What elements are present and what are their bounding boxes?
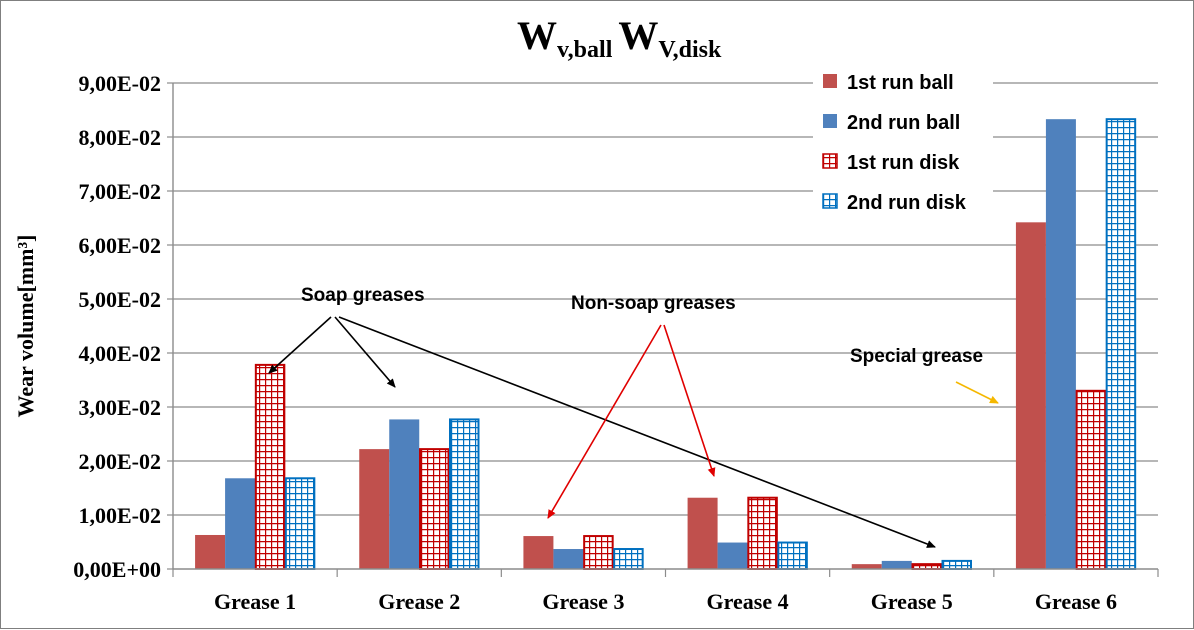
x-tick-label: Grease 3	[542, 589, 624, 614]
bar-2nd-run-disk-grease-1	[284, 477, 316, 570]
y-tick-label: 4,00E-02	[79, 341, 162, 366]
arrow-soap-to-grease-5	[338, 316, 936, 548]
y-tick-label: 7,00E-02	[79, 179, 162, 204]
title-sub-2: V,disk	[658, 37, 722, 63]
y-tick-label: 2,00E-02	[79, 449, 162, 474]
y-tick-label: 9,00E-02	[79, 71, 162, 96]
title-main-2: W	[618, 13, 658, 58]
y-tick-label: 3,00E-02	[79, 395, 162, 420]
y-axis-label: Wear volume[mm³]	[13, 235, 38, 418]
bar-1st-run-disk-grease-6	[1075, 389, 1107, 570]
bars	[195, 118, 1137, 571]
bar-1st-run-ball-grease-1	[195, 534, 226, 569]
arrow-soap-to-grease-1	[268, 316, 332, 374]
bar-1st-run-disk-grease-3	[583, 535, 614, 570]
bar-1st-run-ball-grease-6	[1015, 222, 1046, 569]
chart-title: Wv,ball WV,disk	[517, 13, 722, 63]
legend-swatch-2nd-run-disk	[822, 193, 838, 209]
legend-swatch-2nd-run-ball	[823, 114, 837, 128]
bar-2nd-run-ball-grease-5	[881, 560, 912, 569]
arrow-soap-to-grease-2	[334, 316, 396, 388]
x-tick-labels: Grease 1 Grease 2 Grease 3 Grease 4 Grease 5…	[214, 589, 1117, 614]
bar-2nd-run-disk-grease-4	[777, 541, 808, 570]
y-tick-label: 6,00E-02	[79, 233, 162, 258]
legend: 1st run ball 2nd run ball 1st run disk 2…	[813, 63, 993, 221]
y-tick-label: 0,00E+00	[73, 557, 161, 582]
bar-2nd-run-ball-grease-4	[717, 542, 748, 569]
annotation-soap-greases: Soap greases	[301, 285, 425, 306]
bar-1st-run-ball-grease-4	[687, 497, 718, 569]
legend-label-2nd-run-disk: 2nd run disk	[847, 192, 967, 214]
bar-2nd-run-ball-grease-1	[225, 478, 256, 569]
title-main-1: W	[517, 13, 557, 58]
bar-2nd-run-disk-grease-5	[941, 559, 972, 571]
x-tick-label: Grease 1	[214, 589, 296, 614]
bar-2nd-run-ball-grease-3	[553, 549, 584, 569]
bar-1st-run-disk-grease-4	[747, 496, 778, 570]
x-tick-label: Grease 6	[1035, 589, 1117, 614]
legend-label-1st-run-disk: 1st run disk	[847, 152, 960, 174]
annotation-non-soap-greases: Non-soap greases	[571, 293, 736, 314]
x-tick-label: Grease 5	[871, 589, 953, 614]
annotation-arrows	[268, 316, 999, 548]
bar-2nd-run-disk-grease-6	[1105, 118, 1137, 571]
legend-label-1st-run-ball: 1st run ball	[847, 72, 954, 94]
arrow-nonsoap-to-grease-4	[663, 324, 716, 477]
bar-1st-run-disk-grease-1	[254, 363, 286, 570]
y-tick-label: 8,00E-02	[79, 125, 162, 150]
bar-2nd-run-ball-grease-2	[389, 419, 420, 569]
bar-1st-run-ball-grease-2	[359, 449, 390, 569]
y-tick-labels: 0,00E+00 1,00E-02 2,00E-02 3,00E-02 4,00E-02…	[73, 71, 161, 582]
bar-2nd-run-ball-grease-6	[1045, 119, 1076, 570]
annotation-special-grease: Special grease	[850, 346, 983, 367]
y-tick-label: 5,00E-02	[79, 287, 162, 312]
legend-swatch-1st-run-disk	[822, 153, 838, 169]
x-tick-label: Grease 4	[707, 589, 789, 614]
bar-1st-run-ball-grease-5	[851, 564, 882, 569]
bar-1st-run-disk-grease-2	[419, 448, 450, 570]
bar-1st-run-ball-grease-3	[523, 536, 554, 569]
bar-2nd-run-disk-grease-2	[449, 418, 480, 571]
legend-swatch-1st-run-ball	[823, 74, 837, 88]
legend-label-2nd-run-ball: 2nd run ball	[847, 112, 960, 134]
arrow-special-to-grease-6	[955, 381, 999, 404]
arrow-nonsoap-to-grease-3	[547, 324, 662, 519]
gridlines	[167, 82, 1159, 577]
axes	[172, 83, 1158, 570]
bar-1st-run-disk-grease-5	[911, 563, 942, 571]
x-tick-label: Grease 2	[378, 589, 460, 614]
title-sub-1: v,ball	[557, 37, 613, 63]
y-tick-label: 1,00E-02	[79, 503, 162, 528]
bar-2nd-run-disk-grease-3	[613, 548, 644, 571]
legend-background	[813, 63, 993, 221]
